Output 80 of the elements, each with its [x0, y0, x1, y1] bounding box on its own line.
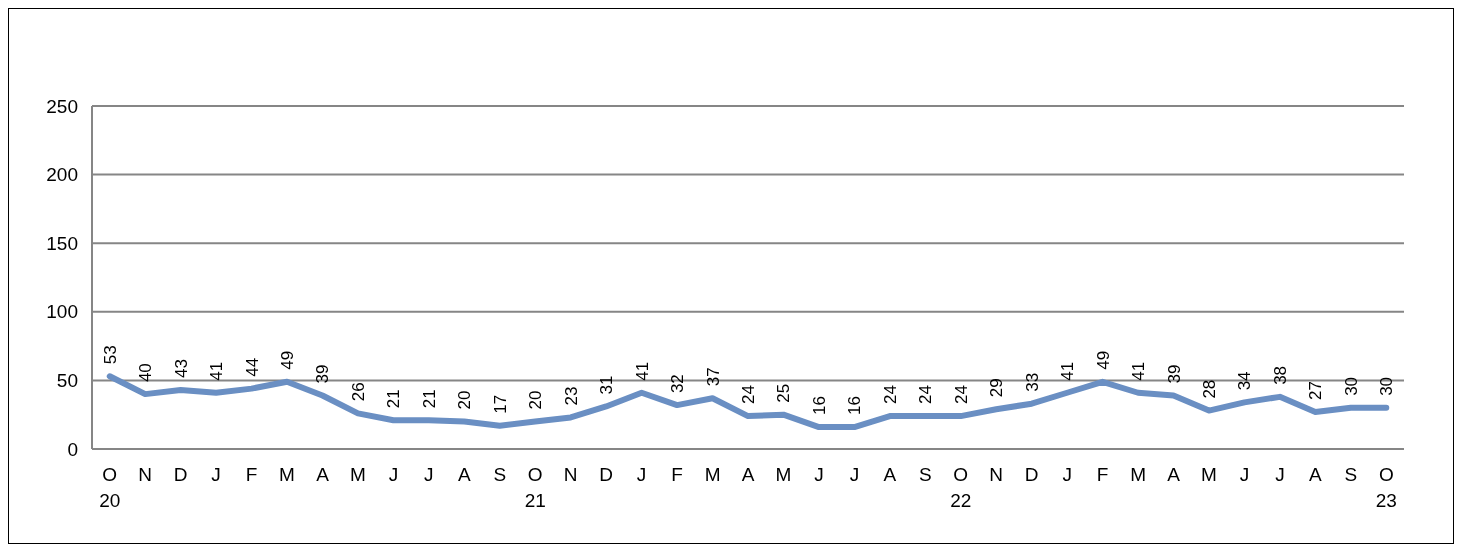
data-label: 26: [348, 382, 368, 402]
data-label: 41: [632, 361, 652, 381]
data-label: 39: [1164, 364, 1184, 384]
x-tick-label: N: [989, 464, 1004, 485]
x-tick-label: J: [424, 464, 434, 485]
x-tick-label: M: [775, 464, 792, 485]
data-label: 39: [313, 364, 333, 384]
x-tick-label: O 21: [524, 464, 546, 511]
x-tick-label: J: [1239, 464, 1250, 485]
x-tick-label: N: [138, 464, 153, 485]
data-label: 30: [1341, 376, 1361, 396]
x-tick-label: F: [1096, 464, 1109, 485]
y-tick-label: 200: [46, 164, 78, 186]
x-tick-label: S: [493, 464, 507, 485]
data-label: 29: [987, 378, 1007, 398]
data-label: 21: [384, 389, 404, 409]
data-label: 24: [880, 385, 900, 405]
y-tick-label: 150: [46, 232, 78, 254]
x-tick-label: F: [671, 464, 683, 485]
data-label: 41: [207, 361, 227, 381]
x-tick-label: J: [814, 464, 824, 485]
x-tick-label: D: [599, 464, 614, 485]
data-label: 27: [1306, 381, 1326, 400]
data-label: 49: [278, 350, 298, 370]
data-label: 53: [100, 345, 120, 365]
data-label: 43: [171, 359, 191, 378]
data-label: 16: [809, 396, 829, 416]
y-tick-label: 250: [46, 95, 78, 117]
data-label: 21: [419, 389, 439, 409]
x-tick-label: J: [849, 464, 860, 485]
data-label: 24: [739, 385, 758, 405]
x-tick-label: A: [741, 464, 755, 485]
x-tick-label: J: [636, 464, 647, 485]
x-tick-label: F: [245, 464, 258, 485]
data-label: 23: [561, 386, 581, 406]
x-tick-label: O 23: [1375, 464, 1397, 511]
x-tick-label: M: [1130, 464, 1146, 485]
x-tick-label: O 22: [950, 464, 972, 511]
data-label: 20: [455, 390, 475, 410]
data-label: 17: [490, 394, 510, 414]
x-tick-label: A: [883, 464, 897, 485]
y-tick-label: 0: [67, 438, 78, 460]
x-tick-label: J: [211, 464, 221, 485]
data-label: 25: [774, 383, 794, 403]
x-tick-label: J: [388, 464, 399, 485]
data-label: 24: [951, 385, 971, 405]
data-label: 32: [668, 374, 688, 394]
data-label: 31: [597, 375, 617, 395]
data-label: 24: [916, 385, 936, 405]
data-label: 41: [1058, 361, 1078, 381]
x-tick-label: A: [1309, 464, 1323, 485]
x-tick-label: O 20: [99, 464, 121, 511]
x-tick-label: S: [918, 464, 932, 485]
x-tick-label: S: [1344, 464, 1358, 485]
data-label: 16: [845, 396, 865, 416]
x-tick-label: A: [457, 464, 471, 485]
data-label: 41: [1129, 361, 1149, 381]
x-tick-label: J: [1062, 464, 1072, 485]
data-label: 30: [1377, 376, 1397, 396]
data-label: 49: [1093, 350, 1113, 370]
data-label: 28: [1199, 379, 1219, 399]
data-label: 37: [703, 367, 723, 387]
x-tick-label: M: [1201, 464, 1217, 485]
x-tick-label: M: [279, 464, 295, 485]
data-label: 20: [526, 390, 546, 410]
y-tick-label: 100: [46, 301, 78, 323]
data-label: 34: [1235, 371, 1255, 391]
x-tick-label: D: [1024, 464, 1039, 485]
x-tick-label: A: [316, 464, 330, 485]
data-label: 40: [136, 363, 156, 383]
y-tick-label: 50: [56, 370, 78, 392]
data-label: 38: [1270, 365, 1290, 385]
x-tick-label: N: [563, 464, 578, 485]
x-tick-label: M: [704, 464, 721, 485]
x-tick-label: A: [1167, 464, 1181, 485]
data-label: 44: [242, 357, 262, 377]
x-tick-label: J: [1275, 464, 1285, 485]
x-tick-label: D: [173, 464, 188, 485]
x-tick-label: M: [350, 464, 366, 485]
data-label: 33: [1022, 372, 1042, 392]
